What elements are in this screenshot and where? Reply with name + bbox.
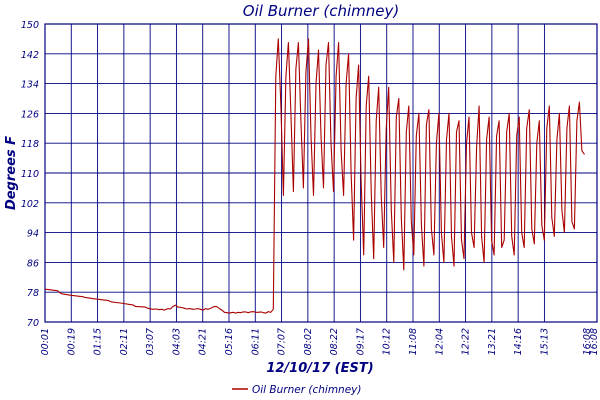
y-tick-label: 110 xyxy=(21,169,39,180)
plot-frame xyxy=(44,23,598,323)
series-group xyxy=(44,38,585,314)
y-tick-label: 94 xyxy=(27,229,39,240)
x-tick-label: 04:21 xyxy=(198,328,209,355)
y-tick-label: 86 xyxy=(27,258,39,269)
x-tick-label: 10:12 xyxy=(382,328,393,355)
x-tick-label: 09:17 xyxy=(355,328,366,355)
x-tick-label: 00:19 xyxy=(66,328,77,355)
x-tick-label: 00:01 xyxy=(40,328,51,355)
y-tick-label: 126 xyxy=(21,109,39,120)
x-tick-label: 08:22 xyxy=(329,328,340,355)
x-tick-label: 08:02 xyxy=(303,328,314,355)
grid-lines xyxy=(45,23,597,323)
x-tick-label: 01:15 xyxy=(93,328,104,355)
x-axis-ticks: 00:01 00:19 01:15 02:11 03:07 04:03 04:21 05:16… xyxy=(40,328,600,355)
x-tick-label: 11:08 xyxy=(408,328,419,355)
y-tick-label: 150 xyxy=(21,20,39,31)
y-tick-label: 142 xyxy=(21,50,39,61)
x-tick-label: 12:22 xyxy=(461,328,472,355)
x-axis-title: 12/10/17 (EST) xyxy=(266,361,373,376)
legend: Oil Burner (chimney) xyxy=(232,384,361,396)
legend-label: Oil Burner (chimney) xyxy=(252,384,361,396)
y-tick-label: 78 xyxy=(27,288,39,299)
y-tick-label: 70 xyxy=(27,318,39,329)
y-tick-label: 118 xyxy=(21,139,39,150)
x-tick-label: 15:13 xyxy=(539,328,550,355)
y-tick-label: 102 xyxy=(21,199,39,210)
chart-title: Oil Burner (chimney) xyxy=(243,2,399,20)
x-tick-label: 04:03 xyxy=(171,328,182,355)
x-tick-label: 16:08 xyxy=(582,328,593,355)
x-tick-label: 05:16 xyxy=(224,328,235,355)
y-tick-label: 134 xyxy=(21,80,39,91)
x-tick-label: 03:07 xyxy=(145,328,156,355)
y-axis-title: Degrees F xyxy=(4,136,19,210)
x-tick-label: 02:11 xyxy=(119,328,130,355)
x-tick-label: 14:16 xyxy=(513,328,524,355)
x-tick-label: 06:11 xyxy=(250,328,261,355)
x-tick-label: 07:07 xyxy=(277,328,288,355)
x-tick-label: 12:04 xyxy=(434,328,445,355)
y-axis-ticks: 70 78 86 94 102 110 118 126 134 142 150 xyxy=(21,20,39,329)
x-tick-label: 16:08 xyxy=(589,328,600,355)
x-tick-label: 13:21 xyxy=(487,328,498,355)
series-line-oil-burner-chimney xyxy=(44,38,585,314)
